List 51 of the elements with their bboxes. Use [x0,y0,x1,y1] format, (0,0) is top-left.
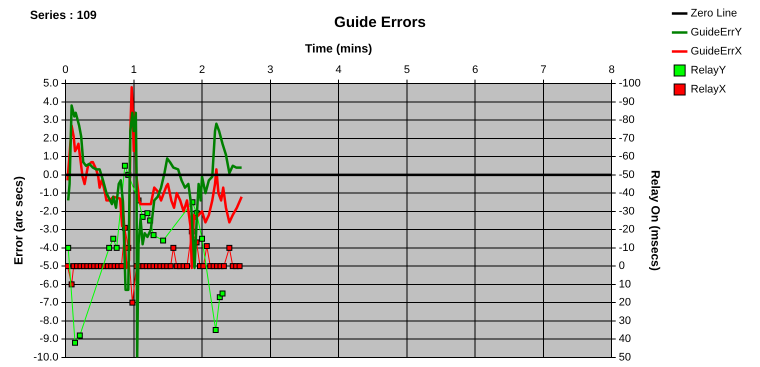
y-tick-label: 2.0 [43,132,58,144]
y2-axis-title: Relay On (msecs) [648,170,663,271]
x-tick-label: 7 [540,64,547,76]
chart-title: Guide Errors [334,14,426,32]
x-tick-label: 5 [404,64,410,76]
y2-tick-label: 40 [618,333,631,346]
y2-tick-label: -30 [618,205,635,218]
x-tick-label: 4 [336,64,342,76]
y-tick-label: -1.0 [40,187,58,200]
y-axis-title: Error (arc secs) [12,176,26,265]
x-tick-label: 6 [472,64,478,76]
y2-tick-label: 0 [618,260,625,272]
y-tick-label: -6.0 [40,278,58,290]
y2-tick-label: 20 [618,296,631,309]
y-tick-label: 1.0 [43,150,58,163]
x-tick-label: 3 [267,64,274,76]
y2-tick-label: -90 [618,96,635,108]
y-tick-label: 4.0 [43,96,58,108]
y-tick-label: -4.0 [40,242,58,254]
y-tick-label: -10.0 [33,351,58,364]
x-tick-label: 1 [130,64,137,76]
x-tick-label: 0 [62,64,69,76]
y-tick-label: 0.0 [43,168,58,181]
y2-tick-label: -70 [618,132,635,144]
y2-tick-label: -10 [618,242,635,254]
y2-tick-label: -50 [618,168,635,181]
y-tick-label: -9.0 [40,333,58,346]
y2-tick-label: 10 [618,278,631,290]
y2-tick-label: -60 [618,150,635,163]
y-tick-label: -8.0 [40,314,58,327]
x-tick-label: 8 [608,64,615,76]
y-tick-label: -3.0 [40,224,58,236]
y2-tick-label: -20 [618,224,635,236]
y-tick-label: -2.0 [40,205,58,218]
y-tick-label: 5.0 [43,78,58,90]
y-tick-label: -7.0 [40,296,58,309]
y2-tick-label: 30 [618,314,631,327]
legend-label: Zero Line [690,8,738,20]
legend-label: RelayY [690,64,727,77]
y2-tick-label: -80 [618,114,635,126]
x-tick-label: 2 [198,64,206,76]
y2-tick-label: -40 [618,187,635,200]
y-tick-label: 3.0 [43,114,58,126]
y-tick-label: -5.0 [40,260,58,272]
x-axis-title: Time (mins) [305,42,372,56]
y2-tick-label: -100 [618,78,641,90]
legend-label: GuideErrY [690,26,743,39]
text: Series : 109 [30,8,97,22]
y2-tick-label: 50 [618,351,631,364]
legend-label: GuideErrX [690,46,743,58]
legend-label: RelayX [690,84,727,96]
